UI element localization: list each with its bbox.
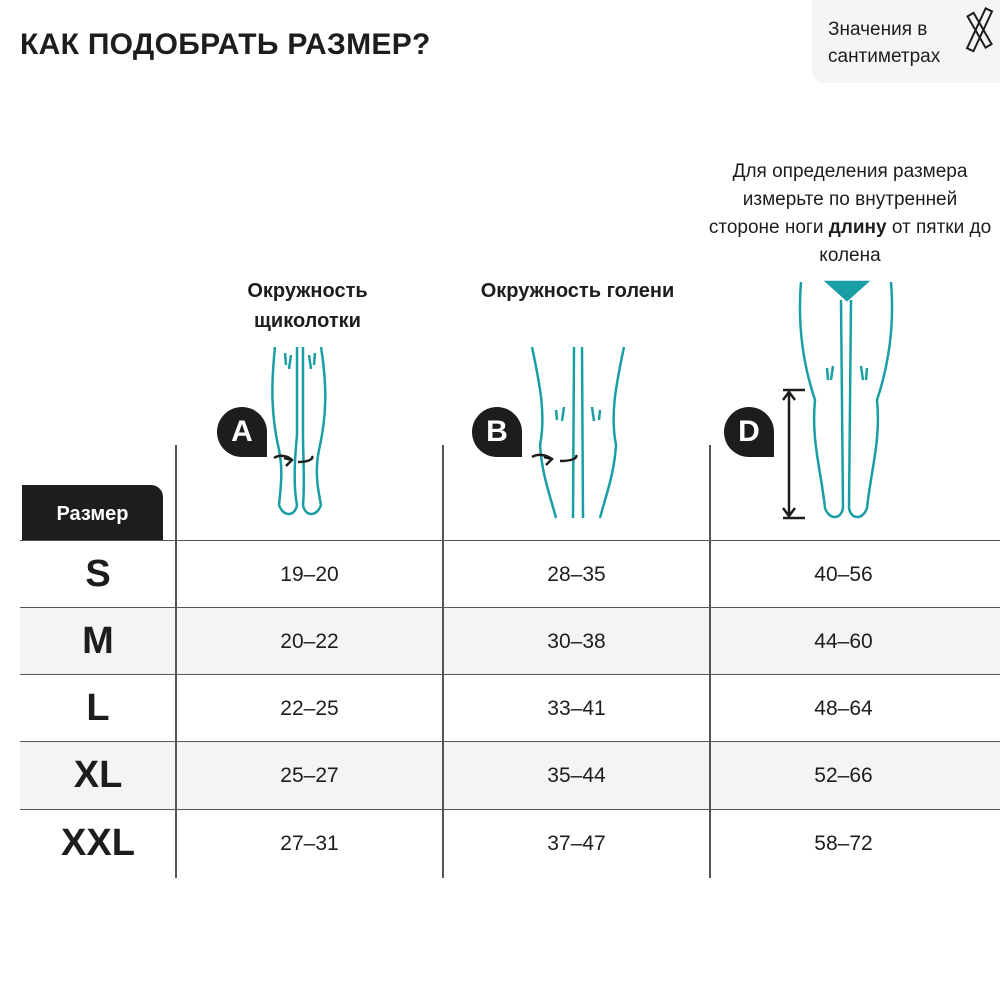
table-row: L 22–25 33–41 48–64 bbox=[20, 674, 1000, 742]
units-note-text: Значения в сантиметрах bbox=[828, 19, 941, 67]
calf-arrow-icon bbox=[531, 453, 578, 466]
size-header: Размер bbox=[22, 485, 163, 541]
length-note: Для определения размера измерьте по внут… bbox=[708, 161, 992, 266]
column-header-ankle: Окружность щиколотки bbox=[247, 280, 368, 332]
page-title: КАК ПОДОБРАТЬ РАЗМЕР? bbox=[20, 28, 431, 61]
column-divider bbox=[175, 445, 177, 878]
length-arrow-icon bbox=[782, 388, 805, 520]
table-row: M 20–22 30–38 44–60 bbox=[20, 607, 1000, 675]
table-row: XL 25–27 35–44 52–66 bbox=[20, 741, 1000, 809]
length-legs-illustration bbox=[798, 280, 894, 519]
table-row: XXL 27–31 37–47 58–72 bbox=[20, 809, 1000, 877]
badge-b: B bbox=[472, 407, 522, 457]
ankle-legs-illustration bbox=[271, 346, 327, 516]
units-note: Значения в сантиметрах bbox=[812, 0, 1000, 83]
column-divider bbox=[442, 445, 444, 878]
calf-legs-illustration bbox=[530, 346, 626, 519]
column-divider bbox=[709, 445, 711, 878]
badge-a: A bbox=[217, 407, 267, 457]
badge-d: D bbox=[724, 407, 774, 457]
measuring-tape-icon bbox=[965, 7, 994, 53]
table-row: S 19–20 28–35 40–56 bbox=[20, 540, 1000, 608]
ankle-arrow-icon bbox=[273, 454, 314, 467]
column-header-calf: Окружность голени bbox=[480, 280, 675, 302]
